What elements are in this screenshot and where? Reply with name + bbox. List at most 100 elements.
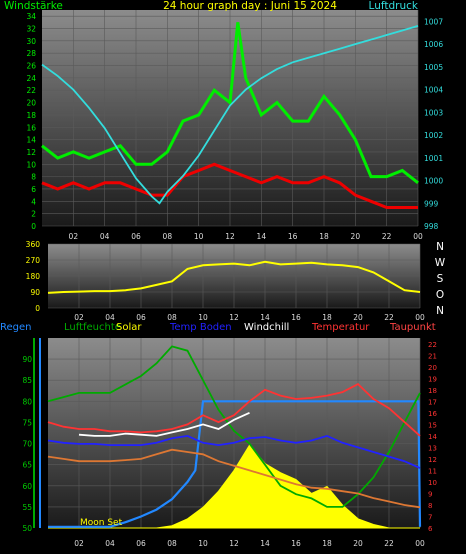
panel3-right-tick-13: 19	[428, 375, 437, 383]
moon-set-annotation: Moon Set	[80, 518, 123, 528]
panel3-left-tick-3: 65	[22, 461, 32, 470]
panel2-left-tick-0: 0	[35, 304, 40, 313]
panel1-series	[41, 22, 419, 209]
panel3-right-tick-9: 15	[428, 421, 437, 429]
panel2-left-tick-1: 90	[30, 288, 40, 297]
panel1-series-line-0	[41, 22, 419, 184]
panel1-left-tick-4: 8	[31, 173, 36, 182]
panel3-series-line-5	[48, 400, 422, 528]
panel3-series-line-3	[47, 434, 421, 469]
panel1-x-tick-5: 12	[225, 232, 235, 241]
panel1-left-tick-14: 28	[26, 49, 36, 58]
panel1-x-tick-11: 00	[413, 232, 423, 241]
panel2-x-tick-5: 12	[229, 313, 239, 322]
panel1-left-tick-3: 6	[31, 185, 36, 194]
panel3-series	[47, 345, 422, 529]
panel1-right-tick-2: 1000	[424, 177, 443, 186]
panel2-compass-tick-4: N	[436, 305, 444, 317]
panel1-x-tick-0: 02	[69, 232, 79, 241]
panel1-right-tick-1: 999	[424, 199, 439, 208]
panel1-left-tick-6: 12	[26, 148, 36, 157]
panel1-x-tick-9: 20	[351, 232, 361, 241]
panel3-right-tick-3: 9	[428, 490, 432, 498]
panel3-right-tick-12: 18	[428, 387, 437, 395]
panel3-series-line-2	[78, 411, 250, 437]
panel2-x-tick-7: 16	[291, 313, 301, 322]
panel3-right-tick-0: 6	[428, 525, 433, 533]
panel1-left-tick-10: 20	[26, 99, 36, 108]
panel3-right-tick-15: 21	[428, 352, 437, 360]
panel1-left-tick-15: 30	[26, 37, 36, 46]
panel1-left-tick-7: 14	[26, 136, 36, 145]
panel1-right-tick-5: 1003	[424, 108, 443, 117]
panel2-x-tick-3: 08	[167, 313, 177, 322]
panel3-right-tick-7: 13	[428, 444, 437, 452]
panel3-left-tick-2: 60	[22, 482, 32, 491]
panel2-x-tick-8: 18	[322, 313, 332, 322]
panel1-x-tick-6: 14	[257, 232, 267, 241]
panel1-left-tick-17: 34	[26, 12, 36, 21]
panel1-left-tick-1: 2	[31, 210, 36, 219]
panel1-right-tick-6: 1004	[424, 86, 443, 95]
panel3-legend-item-5: Temperatur	[311, 322, 370, 333]
panel1-left-tick-9: 18	[26, 111, 36, 120]
panel2-x-tick-10: 22	[384, 313, 394, 322]
panel3-x-tick-0: 02	[74, 539, 84, 548]
panel3-left-tick-4: 70	[22, 440, 32, 449]
panel3-right-tick-5: 11	[428, 467, 437, 475]
panel3-left-tick-0: 50	[22, 524, 32, 533]
panel2-left-tick-2: 180	[26, 272, 41, 281]
panel1-right-tick-9: 1007	[424, 17, 443, 26]
panel2-x-tick-9: 20	[353, 313, 363, 322]
panel3-x-tick-2: 06	[136, 539, 146, 548]
panel2-compass-tick-1: W	[435, 257, 446, 269]
panel1-right-tick-3: 1001	[424, 154, 443, 163]
panel2-x-tick-6: 14	[260, 313, 270, 322]
panel3-right-tick-11: 17	[428, 398, 437, 406]
panel3-x-tick-6: 14	[260, 539, 270, 548]
panel3-series-line-4	[47, 448, 421, 509]
panel2-compass-tick-0: N	[436, 241, 444, 253]
panel3-left-tick-1: 55	[22, 503, 32, 512]
panel1-left-tick-5: 10	[26, 160, 36, 169]
panel2-x-tick-4: 10	[198, 313, 208, 322]
panel2-left-tick-3: 270	[26, 256, 41, 265]
panel3-legend-item-6: Taupunkt	[389, 322, 436, 333]
panel2-left-tick-4: 360	[26, 240, 41, 249]
panel1-left-tick-2: 4	[31, 197, 36, 206]
panel1-x-tick-10: 22	[382, 232, 392, 241]
panel3-x-tick-9: 20	[353, 539, 363, 548]
panel3-x-tick-1: 04	[105, 539, 115, 548]
panel2-compass-tick-2: S	[437, 273, 444, 285]
panel1-right-tick-4: 1002	[424, 131, 443, 140]
panel1-series-line-2	[41, 25, 419, 205]
panel3-right-tick-6: 12	[428, 456, 437, 464]
panel3-x-tick-11: 00	[415, 539, 425, 548]
panel3-left-tick-8: 90	[22, 355, 32, 364]
panel1-x-tick-8: 18	[319, 232, 329, 241]
panel2-series-line-0	[47, 260, 421, 294]
panel1-x-tick-3: 08	[163, 232, 173, 241]
panel1-title: 24 hour graph day : Juni 15 2024	[163, 0, 337, 12]
panel3-axes: 50 55 60 65 70 75 80 85 90 6 7 8 9 10 11 12 13 14 15 16 17 18…	[22, 338, 437, 548]
panel1-axes: 0246810121416182022242628303234998999100…	[26, 12, 443, 241]
panel1-left-tick-8: 16	[26, 123, 36, 132]
panel1-left-tick-16: 32	[26, 25, 36, 34]
panel1-right-tick-8: 1006	[424, 40, 443, 49]
panel1-left-tick-13: 26	[26, 62, 36, 71]
panel1-x-tick-7: 16	[288, 232, 298, 241]
panel3-legend-item-0: Regen	[0, 322, 32, 333]
panel2-x-tick-1: 04	[105, 313, 115, 322]
panel1-left-tick-0: 0	[31, 222, 36, 231]
panel2-compass-tick-3: O	[436, 289, 444, 301]
panel3-right-tick-4: 10	[428, 479, 437, 487]
panel3-right-tick-10: 16	[428, 410, 437, 418]
panel3-series-line-1	[47, 383, 421, 437]
panel3-right-tick-2: 8	[428, 502, 432, 510]
panel1-left-tick-12: 24	[26, 74, 36, 83]
panel1-x-tick-2: 06	[131, 232, 141, 241]
panel3-x-tick-7: 16	[291, 539, 301, 548]
